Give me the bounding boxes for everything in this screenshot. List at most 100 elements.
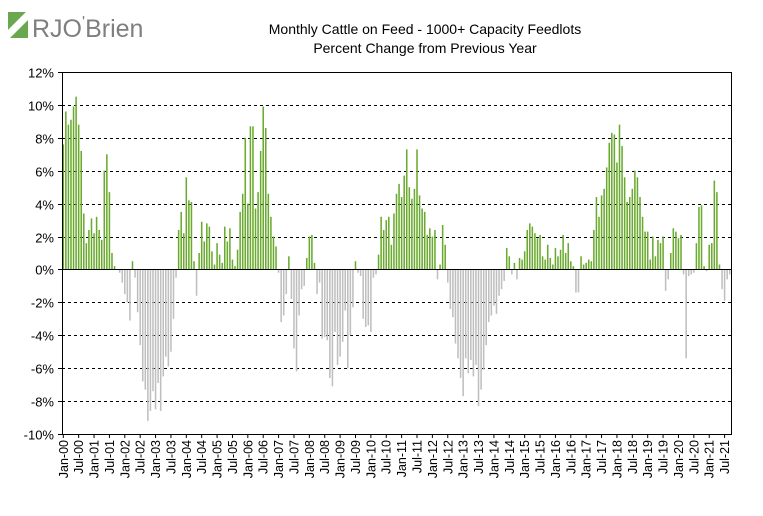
bar bbox=[272, 236, 275, 270]
bar bbox=[349, 269, 352, 336]
bar bbox=[572, 266, 575, 270]
bar bbox=[636, 177, 639, 270]
bar bbox=[700, 205, 703, 270]
bar bbox=[708, 244, 710, 270]
bar bbox=[316, 269, 318, 295]
bar bbox=[646, 231, 649, 270]
x-axis-ticks: Jan-00 Jul-00 Jan-01 Jul-01 Jan-02 Jul-02 Jan-… bbox=[57, 434, 732, 478]
bar bbox=[649, 259, 652, 270]
x-tick-label: Jul-08 bbox=[318, 440, 332, 474]
bar bbox=[380, 216, 382, 270]
x-tick-label: Jul-10 bbox=[380, 440, 394, 474]
bar bbox=[472, 269, 475, 377]
bar bbox=[605, 167, 608, 270]
bar bbox=[611, 132, 613, 270]
bar bbox=[418, 195, 421, 270]
bar bbox=[288, 256, 290, 270]
bar bbox=[667, 269, 669, 280]
bar bbox=[452, 269, 454, 318]
bar bbox=[354, 261, 357, 270]
bar bbox=[275, 246, 277, 270]
bar bbox=[198, 253, 200, 270]
x-tick-label: Jul-04 bbox=[195, 440, 209, 474]
bar bbox=[364, 269, 367, 328]
bar bbox=[221, 262, 223, 270]
bar bbox=[516, 269, 518, 280]
bar bbox=[403, 175, 405, 270]
bar bbox=[100, 239, 103, 270]
bar bbox=[534, 233, 536, 270]
bar bbox=[626, 201, 628, 270]
y-tick-label: 8% bbox=[35, 132, 54, 147]
bar bbox=[726, 269, 728, 280]
bar bbox=[728, 269, 731, 275]
bar bbox=[88, 229, 90, 270]
bar bbox=[208, 226, 211, 270]
bar bbox=[172, 269, 175, 319]
bar bbox=[662, 236, 664, 270]
bar bbox=[121, 269, 124, 283]
bar bbox=[441, 225, 444, 270]
bar bbox=[180, 211, 182, 270]
bar bbox=[185, 177, 188, 270]
bar bbox=[293, 269, 295, 349]
bar bbox=[154, 269, 157, 410]
bar bbox=[546, 244, 549, 270]
bar bbox=[265, 127, 267, 270]
bar bbox=[93, 233, 95, 270]
bar bbox=[236, 249, 239, 270]
x-tick-label: Jul-07 bbox=[288, 440, 302, 474]
bar bbox=[224, 226, 226, 270]
bar bbox=[370, 269, 372, 332]
bar bbox=[493, 269, 495, 306]
bar bbox=[670, 253, 672, 270]
bar bbox=[529, 223, 531, 270]
bar bbox=[70, 119, 72, 270]
bar bbox=[259, 150, 262, 270]
bar bbox=[431, 236, 434, 270]
bar bbox=[311, 234, 313, 270]
bar bbox=[239, 211, 241, 270]
bar bbox=[449, 269, 452, 309]
chart-title-block: Monthly Cattle on Feed - 1000+ Capacity … bbox=[180, 20, 670, 58]
svg-text:RJO'Brien: RJO'Brien bbox=[32, 14, 143, 43]
bar bbox=[193, 261, 195, 270]
bar bbox=[421, 208, 423, 270]
x-tick-label: Jul-03 bbox=[164, 440, 178, 474]
bar bbox=[126, 269, 129, 303]
bar bbox=[603, 188, 605, 270]
x-tick-label: Jan-14 bbox=[487, 440, 501, 478]
bar bbox=[149, 269, 152, 411]
bar bbox=[267, 193, 270, 270]
x-tick-label: Jan-06 bbox=[241, 440, 255, 478]
bar bbox=[247, 203, 249, 270]
bar bbox=[103, 170, 106, 270]
y-tick-label: 0% bbox=[35, 263, 54, 278]
rjo-logo-icon bbox=[8, 12, 28, 38]
x-tick-label: Jul-02 bbox=[134, 440, 148, 474]
bar bbox=[521, 259, 523, 270]
bar bbox=[152, 269, 154, 392]
bar bbox=[244, 137, 247, 270]
bar bbox=[457, 269, 459, 359]
bar bbox=[382, 229, 385, 270]
x-tick-label: Jul-16 bbox=[564, 440, 578, 474]
bar bbox=[595, 197, 598, 270]
bar bbox=[290, 269, 293, 300]
bar bbox=[582, 264, 585, 270]
bar bbox=[141, 269, 144, 382]
bar bbox=[95, 216, 98, 270]
bar bbox=[695, 243, 698, 270]
bar bbox=[331, 269, 334, 387]
bar bbox=[336, 269, 339, 365]
bar bbox=[226, 241, 229, 270]
bar bbox=[254, 208, 257, 270]
bar bbox=[508, 256, 511, 270]
bar bbox=[170, 269, 172, 352]
bar bbox=[687, 269, 690, 277]
y-axis-ticks: -10% -8% -6% -4% -2% 0% 2% 4% 6% 8% 10% 12% bbox=[24, 66, 62, 443]
bar bbox=[308, 236, 311, 270]
bar bbox=[623, 177, 626, 270]
bar bbox=[503, 269, 505, 281]
bar bbox=[423, 211, 426, 270]
